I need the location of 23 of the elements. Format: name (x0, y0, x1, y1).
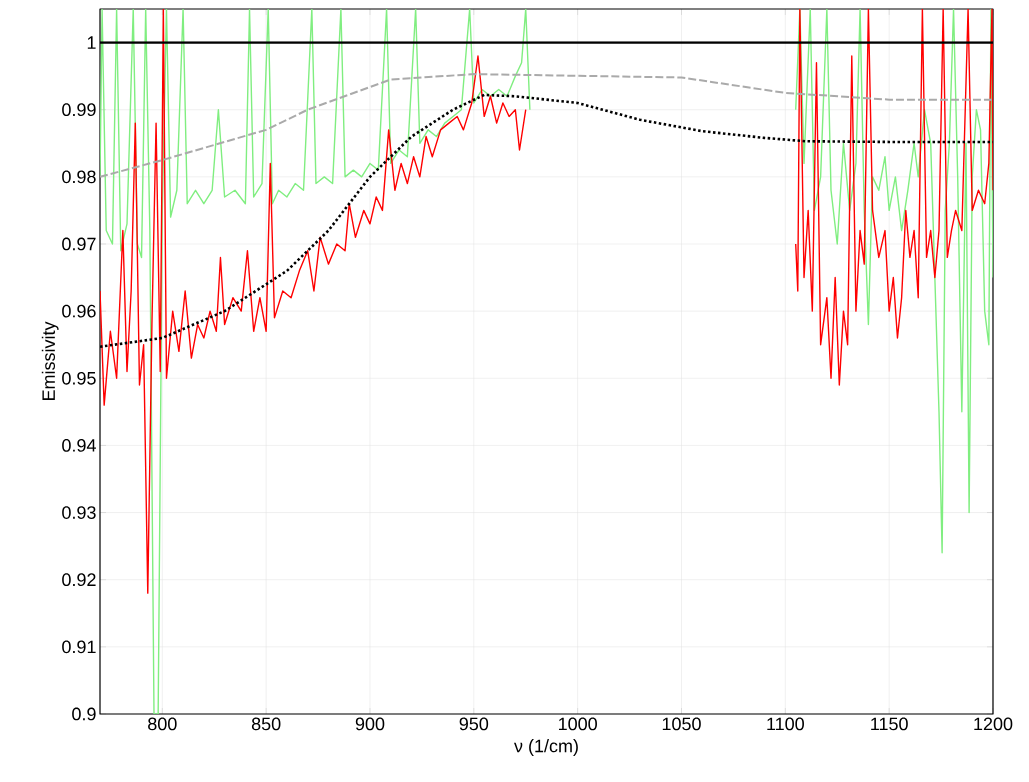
y-tick-label: 0.91 (62, 640, 96, 654)
x-tick-label: 950 (459, 717, 489, 731)
x-tick-label: 1000 (558, 717, 597, 731)
x-tick-label: 1200 (974, 717, 1013, 731)
x-tick-label: 1150 (871, 717, 908, 731)
y-tick-label: 0.92 (62, 573, 96, 587)
line-series (100, 73, 993, 178)
x-tick-label: 850 (251, 717, 281, 731)
x-tick-label: 800 (148, 717, 177, 731)
y-tick-label: 0.93 (62, 506, 96, 519)
y-tick-label: 0.98 (62, 170, 96, 184)
x-tick-label: 900 (355, 717, 385, 731)
y-tick-label: 0.97 (62, 237, 96, 251)
y-tick-label: 0.94 (62, 439, 96, 452)
y-tick-label: 0.99 (62, 103, 96, 117)
y-tick-label: 0.9 (72, 707, 96, 721)
y-tick-label: 1 (87, 36, 96, 49)
y-tick-label: 0.96 (62, 304, 96, 318)
x-tick-label: 1050 (662, 717, 701, 731)
x-tick-label: 1100 (767, 717, 804, 731)
y-tick-label: 0.95 (62, 371, 96, 385)
y-axis-title: Emissivity (41, 321, 59, 401)
x-axis-title: ν (1/cm) (514, 739, 578, 756)
